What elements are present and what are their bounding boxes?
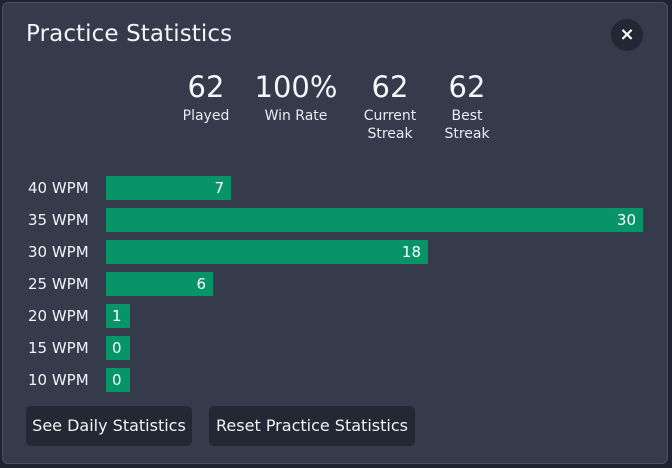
stat-best-streak: 62 Best Streak — [417, 69, 517, 143]
distribution-bar: 1 — [106, 304, 130, 328]
bar-value: 7 — [214, 179, 224, 197]
bar-value: 30 — [616, 211, 636, 229]
reset-practice-statistics-button[interactable]: Reset Practice Statistics — [209, 406, 415, 446]
distribution-bar: 6 — [106, 272, 213, 296]
stat-current-streak: 62 Current Streak — [340, 69, 440, 143]
practice-statistics-dialog: Practice Statistics × 62 Played 100% Win… — [2, 2, 668, 464]
distribution-row-15-wpm: 15 WPM 0 — [3, 336, 669, 360]
distribution-row-30-wpm: 30 WPM 18 — [3, 240, 669, 264]
stat-played: 62 Played — [156, 69, 256, 125]
bar-value: 6 — [196, 275, 206, 293]
stat-label: Best Streak — [444, 108, 490, 142]
distribution-row-35-wpm: 35 WPM 30 — [3, 208, 669, 232]
distribution-row-20-wpm: 20 WPM 1 — [3, 304, 669, 328]
stat-label: Win Rate — [264, 108, 328, 124]
row-label: 15 WPM — [28, 339, 89, 357]
row-label: 20 WPM — [28, 307, 89, 325]
row-label: 25 WPM — [28, 275, 89, 293]
row-label: 30 WPM — [28, 243, 89, 261]
bar-value: 1 — [112, 307, 122, 325]
bar-value: 0 — [112, 371, 122, 389]
wpm-distribution-chart: 40 WPM 7 35 WPM 30 30 WPM 18 25 WPM 6 20… — [3, 173, 669, 393]
stat-value: 100% — [254, 70, 338, 104]
stat-value: 62 — [187, 70, 225, 104]
stat-value: 62 — [448, 70, 486, 104]
bar-value: 0 — [112, 339, 122, 357]
distribution-bar: 30 — [106, 208, 643, 232]
distribution-row-25-wpm: 25 WPM 6 — [3, 272, 669, 296]
distribution-row-10-wpm: 10 WPM 0 — [3, 368, 669, 392]
distribution-bar: 0 — [106, 336, 130, 360]
stat-win-rate: 100% Win Rate — [246, 69, 346, 125]
stat-value: 62 — [371, 70, 409, 104]
dialog-title: Practice Statistics — [26, 21, 233, 47]
row-label: 40 WPM — [28, 179, 89, 197]
stat-label: Current Streak — [363, 108, 417, 142]
see-daily-statistics-button[interactable]: See Daily Statistics — [26, 406, 192, 446]
row-label: 35 WPM — [28, 211, 89, 229]
distribution-bar: 0 — [106, 368, 130, 392]
close-icon[interactable]: × — [611, 19, 643, 51]
distribution-bar: 18 — [106, 240, 428, 264]
distribution-row-40-wpm: 40 WPM 7 — [3, 176, 669, 200]
row-label: 10 WPM — [28, 371, 89, 389]
stat-label: Played — [182, 108, 230, 124]
distribution-bar: 7 — [106, 176, 231, 200]
bar-value: 18 — [401, 243, 421, 261]
